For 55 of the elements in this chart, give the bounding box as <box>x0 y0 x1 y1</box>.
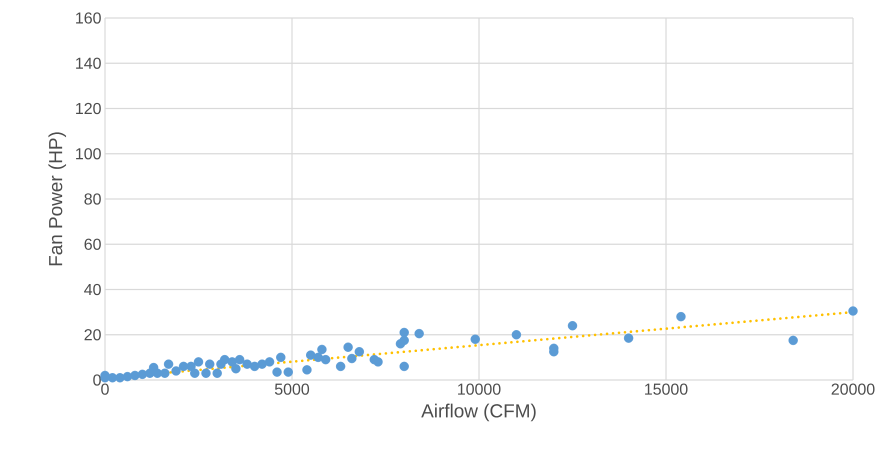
point <box>320 354 330 364</box>
point <box>242 359 252 369</box>
point <box>354 347 364 356</box>
point <box>302 365 312 375</box>
point <box>400 336 409 346</box>
x-axis-title: Airflow (CFM) <box>421 404 536 422</box>
point <box>284 367 293 377</box>
point <box>512 330 522 340</box>
point <box>257 359 267 369</box>
y-tick-label: 40 <box>84 284 101 296</box>
point <box>306 350 316 360</box>
point <box>373 357 383 367</box>
y-tick-label: 80 <box>84 193 101 205</box>
point <box>250 362 260 372</box>
point <box>212 368 222 378</box>
point <box>171 366 181 376</box>
point <box>400 328 409 338</box>
x-tick-label: 20000 <box>832 384 875 395</box>
y-tick-label: 120 <box>76 102 101 114</box>
point <box>220 354 230 364</box>
point <box>234 354 244 364</box>
y-tick-label: 20 <box>84 329 101 340</box>
point <box>568 321 578 330</box>
y-tick-label: 100 <box>76 148 101 160</box>
point <box>400 362 409 372</box>
point <box>164 359 174 369</box>
point <box>788 336 798 346</box>
point <box>414 328 424 338</box>
point <box>317 344 327 354</box>
point <box>201 368 211 378</box>
point <box>470 334 480 344</box>
point <box>336 362 346 372</box>
point <box>313 352 323 362</box>
y-tick-label: 140 <box>76 58 101 69</box>
point <box>194 357 204 367</box>
point <box>190 368 200 378</box>
y-tick-label: 60 <box>84 238 101 250</box>
x-tick-label: 15000 <box>645 384 688 395</box>
point <box>205 359 214 369</box>
point <box>624 333 634 343</box>
point <box>276 352 286 362</box>
point <box>347 354 357 364</box>
x-tick-label: 0 <box>101 384 109 395</box>
x-tick-label: 10000 <box>458 384 501 395</box>
point <box>343 342 353 352</box>
point <box>231 364 241 374</box>
y-tick-label: 0 <box>93 374 101 386</box>
point <box>848 306 858 316</box>
y-tick-label: 160 <box>76 12 101 24</box>
x-tick-label: 5000 <box>274 384 310 395</box>
point <box>264 357 274 367</box>
point <box>160 368 170 378</box>
point <box>676 312 686 322</box>
point <box>272 367 282 377</box>
y-axis-title: Fan Power (HP) <box>48 132 66 266</box>
